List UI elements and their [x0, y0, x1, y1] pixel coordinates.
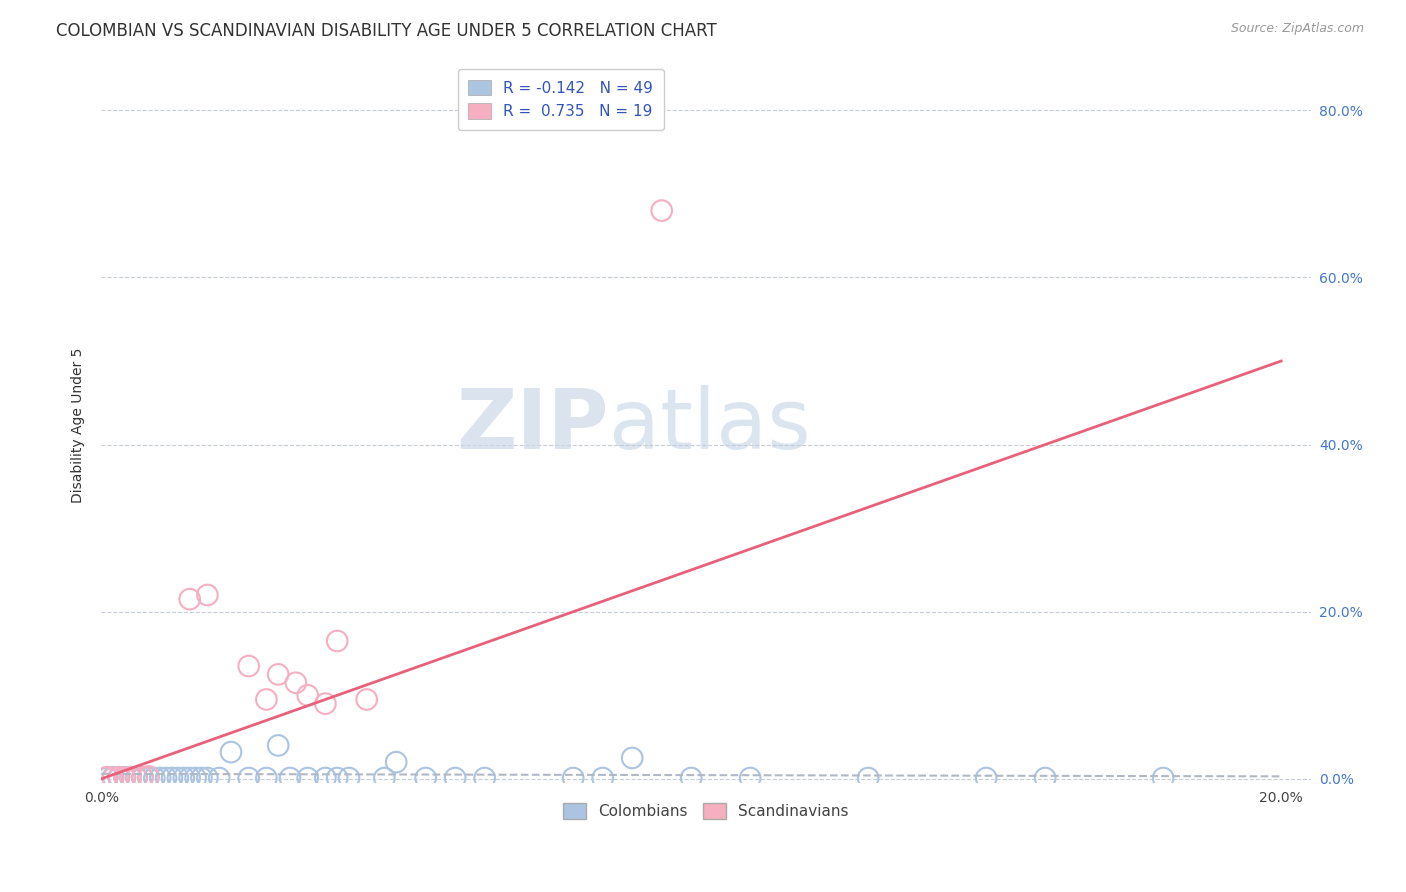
- Point: [297, 771, 319, 785]
- Point: [179, 592, 201, 607]
- Point: [149, 771, 172, 785]
- Point: [297, 688, 319, 702]
- Point: [101, 770, 124, 784]
- Point: [173, 771, 195, 785]
- Point: [592, 771, 614, 785]
- Point: [1152, 771, 1174, 785]
- Point: [197, 771, 219, 785]
- Point: [125, 771, 148, 785]
- Point: [143, 771, 166, 785]
- Point: [120, 770, 142, 784]
- Point: [267, 739, 290, 753]
- Point: [326, 771, 349, 785]
- Point: [444, 771, 467, 785]
- Point: [373, 771, 395, 785]
- Point: [96, 770, 118, 784]
- Point: [284, 675, 307, 690]
- Point: [974, 771, 997, 785]
- Point: [238, 771, 260, 785]
- Point: [415, 771, 437, 785]
- Point: [138, 771, 160, 785]
- Point: [101, 771, 124, 785]
- Point: [356, 692, 378, 706]
- Point: [101, 771, 124, 785]
- Point: [254, 771, 277, 785]
- Point: [337, 771, 360, 785]
- Point: [197, 588, 219, 602]
- Point: [681, 771, 703, 785]
- Point: [114, 770, 136, 784]
- Point: [160, 771, 183, 785]
- Point: [856, 771, 879, 785]
- Point: [114, 771, 136, 785]
- Point: [621, 751, 644, 765]
- Point: [740, 771, 762, 785]
- Text: ZIP: ZIP: [457, 385, 609, 467]
- Legend: Colombians, Scandinavians: Colombians, Scandinavians: [557, 797, 855, 825]
- Point: [120, 771, 142, 785]
- Point: [108, 770, 131, 784]
- Point: [138, 769, 160, 783]
- Point: [155, 771, 177, 785]
- Point: [131, 770, 153, 784]
- Point: [238, 659, 260, 673]
- Point: [108, 771, 131, 785]
- Text: atlas: atlas: [609, 385, 811, 467]
- Point: [474, 771, 496, 785]
- Point: [208, 771, 231, 785]
- Point: [184, 771, 207, 785]
- Point: [254, 692, 277, 706]
- Point: [314, 771, 336, 785]
- Point: [278, 771, 301, 785]
- Point: [385, 755, 408, 769]
- Text: COLOMBIAN VS SCANDINAVIAN DISABILITY AGE UNDER 5 CORRELATION CHART: COLOMBIAN VS SCANDINAVIAN DISABILITY AGE…: [56, 22, 717, 40]
- Point: [326, 634, 349, 648]
- Point: [179, 771, 201, 785]
- Point: [651, 203, 673, 218]
- Y-axis label: Disability Age Under 5: Disability Age Under 5: [72, 348, 86, 503]
- Point: [267, 667, 290, 681]
- Point: [114, 771, 136, 785]
- Point: [1033, 771, 1056, 785]
- Point: [562, 771, 585, 785]
- Text: Source: ZipAtlas.com: Source: ZipAtlas.com: [1230, 22, 1364, 36]
- Point: [131, 770, 153, 784]
- Point: [219, 745, 242, 759]
- Point: [96, 771, 118, 785]
- Point: [131, 771, 153, 785]
- Point: [96, 770, 118, 784]
- Point: [190, 771, 212, 785]
- Point: [167, 771, 190, 785]
- Point: [125, 771, 148, 785]
- Point: [314, 697, 336, 711]
- Point: [125, 770, 148, 784]
- Point: [120, 770, 142, 784]
- Point: [108, 770, 131, 784]
